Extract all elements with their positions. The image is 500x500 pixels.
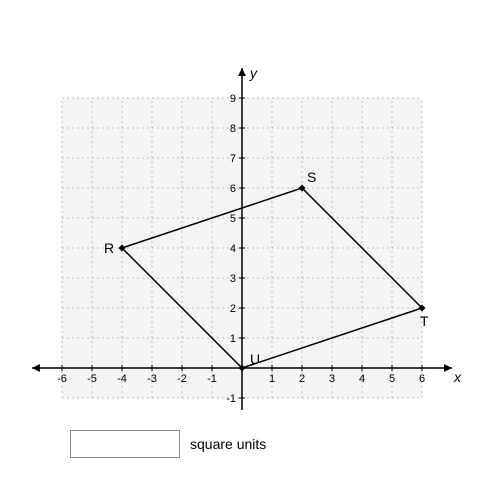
svg-text:T: T [420, 313, 429, 329]
units-label: square units [190, 436, 266, 452]
svg-text:R: R [104, 240, 114, 256]
answer-row: square units [20, 430, 480, 458]
svg-text:-2: -2 [177, 373, 187, 385]
svg-text:3: 3 [329, 373, 335, 385]
svg-text:2: 2 [230, 303, 236, 315]
svg-text:4: 4 [230, 243, 236, 255]
svg-text:-6: -6 [57, 373, 67, 385]
svg-text:6: 6 [419, 373, 425, 385]
svg-text:3: 3 [230, 273, 236, 285]
svg-text:y: y [249, 65, 258, 81]
coordinate-plane-svg: -6 -5 -4 -3 -2 -1 1 2 3 4 5 6 -1 1 2 3 4 5 6 7 8 9 x y R S T U [20, 30, 480, 410]
svg-text:8: 8 [230, 123, 236, 135]
svg-text:-4: -4 [117, 373, 127, 385]
svg-text:1: 1 [230, 333, 236, 345]
svg-text:-1: -1 [207, 373, 217, 385]
svg-text:5: 5 [389, 373, 395, 385]
svg-text:U: U [250, 351, 260, 367]
svg-text:5: 5 [230, 213, 236, 225]
svg-text:4: 4 [359, 373, 365, 385]
coordinate-plane: -6 -5 -4 -3 -2 -1 1 2 3 4 5 6 -1 1 2 3 4 5 6 7 8 9 x y R S T U [20, 30, 480, 410]
svg-text:-1: -1 [226, 393, 236, 405]
svg-text:-3: -3 [147, 373, 157, 385]
svg-text:2: 2 [299, 373, 305, 385]
answer-input[interactable] [70, 430, 180, 458]
worksheet-container: { "chart": { "type": "coordinate-plane",… [0, 0, 500, 500]
svg-text:-5: -5 [87, 373, 97, 385]
svg-text:x: x [453, 369, 462, 385]
svg-text:S: S [307, 169, 316, 185]
svg-text:9: 9 [230, 93, 236, 105]
svg-text:6: 6 [230, 183, 236, 195]
svg-text:1: 1 [269, 373, 275, 385]
svg-text:7: 7 [230, 153, 236, 165]
